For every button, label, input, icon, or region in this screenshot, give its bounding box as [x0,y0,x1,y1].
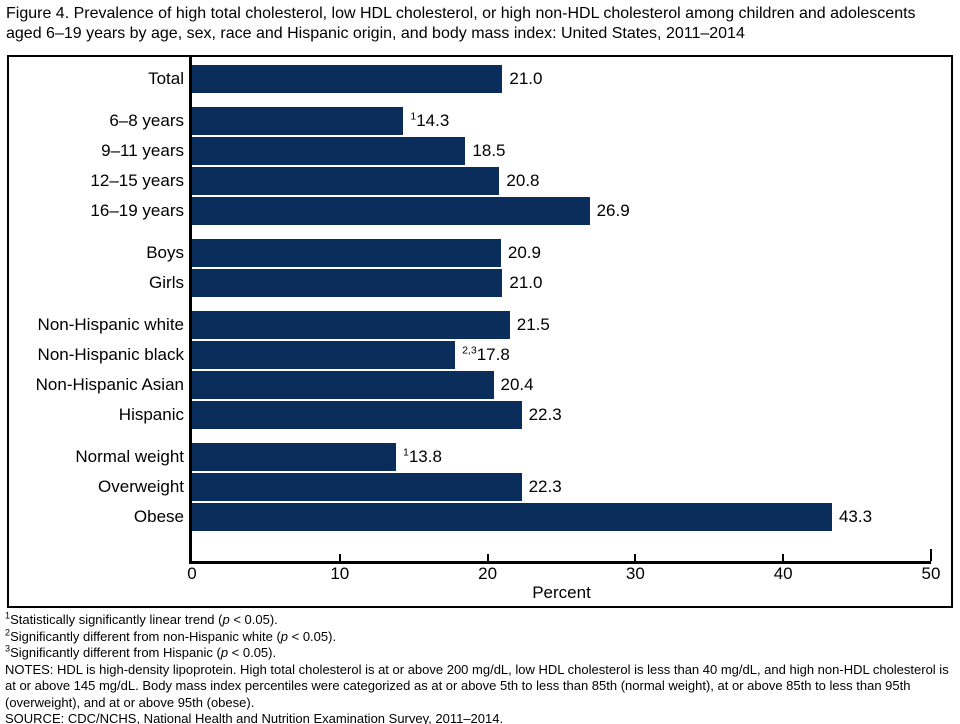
chart-row-total: Total 21.0 [9,65,931,93]
chart-row-boys: Boys 20.9 [9,239,931,267]
bar [192,167,500,195]
chart-row-16-19-years: 16–19 years 26.9 [9,197,931,225]
chart-row-obese: Obese 43.3 [9,503,931,531]
category-label: Overweight [98,477,184,496]
x-axis-tick-label: 0 [187,564,197,583]
bar [192,311,510,339]
bar-track: 18.5 [192,137,931,165]
x-axis-tick-label: 30 [625,564,645,583]
bar-track: 43.3 [192,503,931,531]
value-label: 113.8 [402,446,442,466]
x-axis-tick-labels: 0 10 20 30 40 50 [187,564,940,584]
value-label: 114.3 [410,110,450,130]
bar [192,371,494,399]
category-label: Girls [149,273,184,292]
value-label: 20.9 [507,243,541,262]
bar-track: 114.3 [192,107,931,135]
category-label: Total [148,69,184,88]
value-label: 18.5 [472,141,506,160]
x-axis-tick [486,554,489,561]
category-label: Hispanic [118,405,184,424]
footnotes-block: 1Statistically significantly linear tren… [5,610,955,724]
value-label: 2,317.8 [462,344,510,364]
bar-track: 20.8 [192,167,931,195]
category-label: Boys [146,243,184,262]
x-axis-tick [930,549,932,561]
category-label: Non-Hispanic black [37,345,184,364]
value-label: 20.4 [500,375,534,394]
bar [192,401,522,429]
x-axis-tick-label: 40 [773,564,793,583]
category-label: 6–8 years [109,111,184,130]
notes-line: NOTES: HDL is high-density lipoprotein. … [5,661,949,710]
footnote: 1Statistically significantly linear tren… [5,610,278,627]
footnote-lines: 1Statistically significantly linear tren… [5,610,955,662]
chart-row-normal-weight: Normal weight 113.8 [9,443,931,471]
bar-track: 22.3 [192,401,931,429]
value-label: 26.9 [596,201,630,220]
category-label: Non-Hispanic white [37,315,184,334]
bar-track: 2,317.8 [192,341,931,369]
x-axis-tick-label: 10 [330,564,350,583]
chart-row-12-15-years: 12–15 years 20.8 [9,167,931,195]
chart-row-non-hispanic-asian: Non-Hispanic Asian 20.4 [9,371,931,399]
x-axis-title: Percent [532,583,591,602]
chart-row-non-hispanic-white: Non-Hispanic white 21.5 [9,311,931,339]
value-label: 21.0 [509,273,543,292]
x-axis-tick [338,554,341,561]
bar [192,341,456,369]
value-label: 21.0 [509,69,543,88]
chart-row-hispanic: Hispanic 22.3 [9,401,931,429]
bar-track: 113.8 [192,443,931,471]
value-label: 20.8 [506,171,540,190]
bar-rows: Total 21.0 6–8 years 114.3 9–11 years 18.5 12–… [9,65,931,561]
category-label: Non-Hispanic Asian [35,375,184,394]
value-label: 21.5 [516,315,550,334]
bar [192,197,590,225]
x-axis-tick-label: 20 [478,564,498,583]
x-axis-tick [782,554,785,561]
x-axis-line [189,561,931,564]
bar-track: 21.0 [192,65,931,93]
bar [192,239,501,267]
x-axis-tick [634,554,637,561]
chart-row-9-11-years: 9–11 years 18.5 [9,137,931,165]
y-axis-line [189,57,192,564]
category-label: 16–19 years [90,201,184,220]
bar [192,443,396,471]
bar [192,137,466,165]
category-label: Normal weight [75,447,184,466]
bar [192,503,832,531]
chart-row-non-hispanic-black: Non-Hispanic black 2,317.8 [9,341,931,369]
figure-title: Figure 4. Prevalence of high total chole… [6,5,916,42]
chart-row-girls: Girls 21.0 [9,269,931,297]
footnote: 3Significantly different from Hispanic (… [5,643,277,660]
footnote: 2Significantly different from non-Hispan… [5,627,337,644]
bar [192,473,522,501]
x-axis-ticks [192,547,932,561]
category-label: Obese [133,507,184,526]
bar-track: 21.0 [192,269,931,297]
category-label: 9–11 years [101,141,184,160]
category-label: 12–15 years [90,171,184,190]
value-label: 43.3 [838,507,873,526]
bar-track: 20.9 [192,239,931,267]
bar [192,107,404,135]
bar-track: 26.9 [192,197,931,225]
bar [192,65,503,93]
x-axis-tick-label: 50 [921,564,941,583]
value-label: 22.3 [528,405,562,424]
chart-row-overweight: Overweight 22.3 [9,473,931,501]
chart-row-6-8-years: 6–8 years 114.3 [9,107,931,135]
source-line: SOURCE: CDC/NCHS, National Health and Nu… [5,711,504,724]
bar-track: 20.4 [192,371,931,399]
bar [192,269,503,297]
bar-track: 22.3 [192,473,931,501]
bar-track: 21.5 [192,311,931,339]
value-label: 22.3 [528,477,562,496]
chart-frame: Total 21.0 6–8 years 114.3 9–11 years 18.5 12–… [7,55,953,608]
